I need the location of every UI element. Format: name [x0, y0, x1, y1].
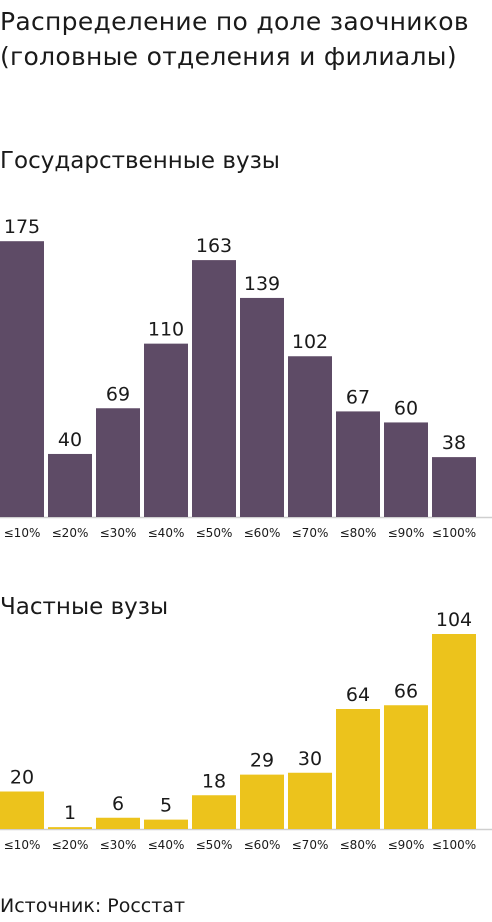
x-tick-label: ≤80% — [340, 838, 377, 852]
bar — [288, 356, 332, 517]
data-label: 1 — [64, 802, 76, 824]
data-label: 67 — [346, 386, 370, 408]
x-tick-label: ≤20% — [52, 526, 89, 540]
bar — [192, 795, 236, 829]
x-tick-label: ≤60% — [244, 838, 281, 852]
x-tick-label: ≤80% — [340, 526, 377, 540]
x-tick-label: ≤90% — [388, 526, 425, 540]
bar — [336, 709, 380, 829]
bar — [432, 457, 476, 517]
bar — [48, 827, 92, 829]
data-label: 139 — [244, 273, 280, 295]
bar-chart-private: 20 ≤10% 1 ≤20% 6 ≤30% 5 ≤40% 18 ≤50% 29 ≤60% 30 ≤70% 6… — [0, 609, 492, 852]
data-label: 6 — [112, 793, 124, 815]
data-label: 38 — [442, 432, 466, 454]
data-label: 175 — [4, 216, 40, 238]
x-tick-label: ≤70% — [292, 838, 329, 852]
x-tick-label: ≤60% — [244, 526, 281, 540]
x-tick-label: ≤30% — [100, 526, 137, 540]
bar — [432, 634, 476, 829]
bar — [240, 774, 284, 829]
x-tick-label: ≤10% — [4, 838, 41, 852]
x-tick-label: ≤100% — [432, 526, 476, 540]
x-tick-label: ≤20% — [52, 838, 89, 852]
bar — [96, 408, 140, 517]
bar — [288, 772, 332, 829]
data-label: 102 — [292, 331, 328, 353]
page-title: Распределение по доле заочников (головны… — [0, 7, 469, 71]
x-tick-label: ≤40% — [148, 838, 185, 852]
x-tick-label: ≤50% — [196, 526, 233, 540]
chart-title-private: Частные вузы — [0, 594, 169, 620]
x-tick-label: ≤50% — [196, 838, 233, 852]
bar-chart-state: 175 ≤10% 40 ≤20% 69 ≤30% 110 ≤40% 163 ≤50% 139 ≤60%… — [0, 216, 492, 540]
data-label: 163 — [196, 235, 232, 257]
data-label: 5 — [160, 795, 172, 817]
x-tick-label: ≤70% — [292, 526, 329, 540]
data-label: 69 — [106, 383, 130, 405]
bar — [0, 241, 44, 517]
bar — [336, 411, 380, 517]
bar — [384, 705, 428, 829]
bar — [240, 297, 284, 517]
data-label: 64 — [346, 684, 370, 706]
data-label: 66 — [394, 680, 418, 702]
data-label: 30 — [298, 748, 322, 770]
bar — [144, 819, 188, 829]
bar — [96, 817, 140, 829]
bar — [192, 260, 236, 517]
data-label: 110 — [148, 319, 184, 341]
data-label: 104 — [436, 609, 472, 631]
data-label: 60 — [394, 397, 418, 419]
chart-title-state: Государственные вузы — [0, 148, 280, 174]
bar — [384, 422, 428, 517]
bar — [48, 453, 92, 517]
x-tick-label: ≤40% — [148, 526, 185, 540]
data-label: 29 — [250, 750, 274, 772]
x-tick-label: ≤10% — [4, 526, 41, 540]
x-tick-label: ≤90% — [388, 838, 425, 852]
bar — [0, 791, 44, 829]
data-label: 40 — [58, 429, 82, 451]
data-label: 20 — [10, 767, 34, 789]
bar — [144, 343, 188, 517]
x-tick-label: ≤30% — [100, 838, 137, 852]
data-label: 18 — [202, 770, 226, 792]
source-note: Источник: Росстат — [0, 895, 186, 917]
x-tick-label: ≤100% — [432, 838, 476, 852]
